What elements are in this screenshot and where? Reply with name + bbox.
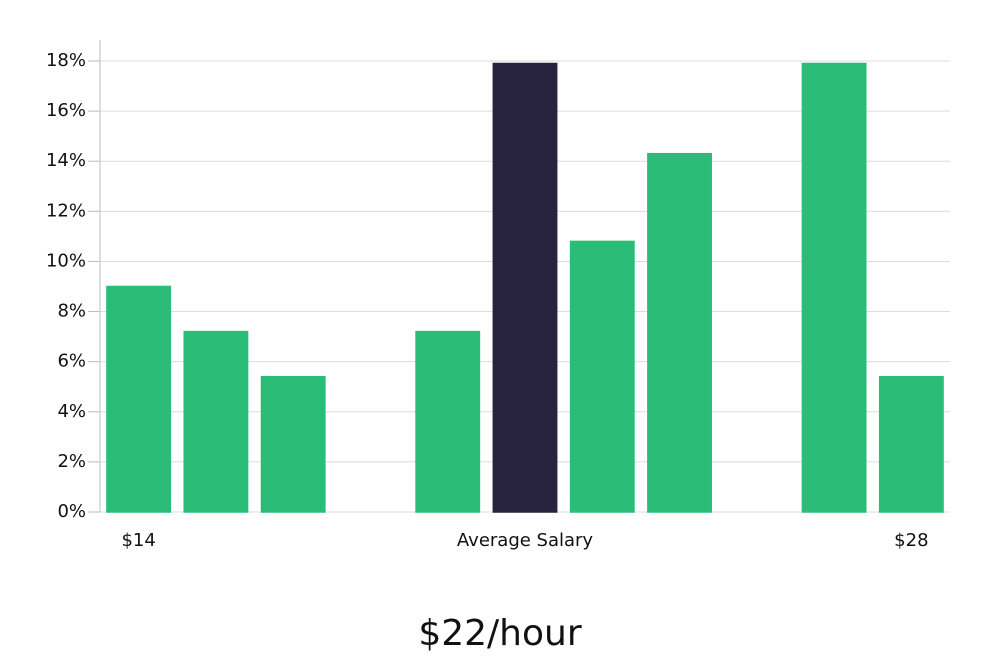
y-tick-label: 2%	[57, 451, 86, 472]
y-tick-label: 14%	[46, 150, 86, 171]
chart-subtitle: $22/hour	[418, 613, 582, 654]
bar	[415, 330, 481, 513]
y-tick-label: 12%	[46, 200, 86, 221]
bar	[106, 285, 172, 513]
y-tick-label: 10%	[46, 250, 86, 271]
y-tick-label: 6%	[57, 351, 86, 372]
x-tick-label: $28	[894, 530, 928, 551]
x-tick-label: Average Salary	[457, 530, 594, 551]
bar	[492, 62, 558, 513]
bar	[647, 152, 712, 513]
bar	[260, 375, 326, 513]
y-tick-label: 8%	[57, 301, 86, 322]
y-tick-label: 0%	[57, 501, 86, 522]
bar	[801, 62, 867, 513]
y-tick-label: 18%	[46, 50, 86, 71]
bar	[878, 375, 944, 513]
x-tick-label: $14	[121, 530, 155, 551]
y-tick-label: 16%	[46, 100, 86, 121]
bar	[569, 240, 635, 513]
bar	[183, 330, 249, 513]
y-tick-label: 4%	[57, 401, 86, 422]
